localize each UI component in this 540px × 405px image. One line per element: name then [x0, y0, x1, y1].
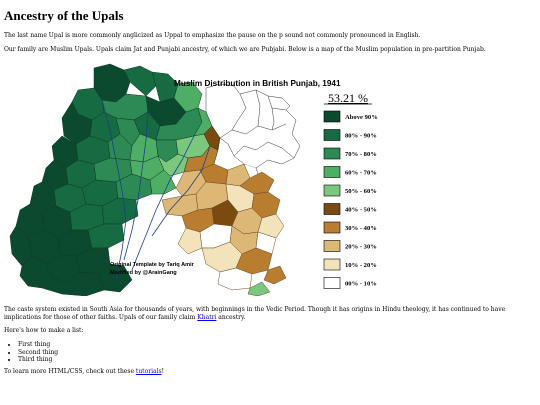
list-intro: Here's how to make a list: — [4, 327, 84, 335]
legend-label: 80% - 90% — [345, 133, 377, 140]
map-district — [177, 227, 203, 255]
legend-label: Above 90% — [345, 114, 378, 121]
legend-swatch — [323, 277, 341, 290]
intro-paragraph-2: Our family are Muslim Upals. Upals claim… — [4, 45, 486, 53]
page-content: Ancestry of the Upals The last name Upal… — [4, 0, 536, 382]
legend-label: 10% - 20% — [345, 262, 377, 269]
map-district — [203, 125, 221, 151]
legend-label: 40% - 50% — [345, 207, 377, 214]
legend-label: 30% - 40% — [345, 225, 377, 232]
map-credit-original: Original Template by Tariq Amir — [110, 262, 195, 268]
muslim-distribution-map: Muslim Distribution in British Punjab, 1… — [6, 60, 402, 297]
legend-swatch — [323, 166, 341, 179]
legend-swatch — [323, 203, 341, 216]
legend-label: 20% - 30% — [345, 244, 377, 251]
caste-text: The caste system existed in South Asia f… — [4, 306, 506, 321]
list-item: Second thing — [18, 349, 536, 357]
list-item: Third thing — [18, 356, 536, 364]
map-title: Muslim Distribution in British Punjab, 1… — [174, 79, 341, 88]
map-district — [257, 214, 285, 239]
legend-swatch — [323, 240, 341, 253]
legend-label: 60% - 70% — [345, 170, 377, 177]
footer-text-end: ! — [161, 368, 164, 376]
map-svg: Muslim Distribution in British Punjab, 1… — [9, 64, 378, 297]
rivers — [101, 100, 211, 281]
sample-list: First thing Second thing Third thing — [4, 341, 536, 364]
western-punjab-region — [9, 64, 221, 297]
khatri-link[interactable]: Khatri — [197, 313, 217, 321]
map-legend: Above 90% 80% - 90% 70% - 80% 60% - 70% 50% … — [323, 110, 378, 290]
intro-paragraph-1: The last name Upal is more commonly angl… — [4, 32, 421, 40]
footer-paragraph: To learn more HTML/CSS, check out these … — [4, 368, 536, 376]
legend-swatch — [323, 258, 341, 271]
legend-swatch — [323, 147, 341, 160]
legend-label: 70% - 80% — [345, 151, 377, 158]
map-district — [247, 281, 271, 297]
map-district — [263, 265, 287, 285]
legend-label: 50% - 60% — [345, 188, 377, 195]
footer-text: To learn more HTML/CSS, check out these — [4, 368, 136, 376]
caste-paragraph: The caste system existed in South Asia f… — [4, 306, 536, 321]
northern-states-region — [205, 84, 301, 189]
map-total-percentage: 53.21 % — [328, 91, 368, 105]
list-item: First thing — [18, 341, 536, 349]
legend-label: 00% - 10% — [345, 281, 377, 288]
tutorials-link[interactable]: tutorials — [135, 368, 162, 376]
map-district — [97, 264, 133, 293]
legend-swatch — [323, 129, 341, 142]
legend-swatch — [323, 184, 341, 197]
page-title: Ancestry of the Upals — [4, 8, 124, 23]
legend-swatch — [323, 221, 341, 234]
eastern-punjab-region — [161, 163, 287, 297]
legend-swatch — [323, 110, 341, 123]
map-credit-modified: Modified by @ArainGang — [110, 270, 177, 276]
caste-text-end: ancestry. — [216, 313, 246, 321]
